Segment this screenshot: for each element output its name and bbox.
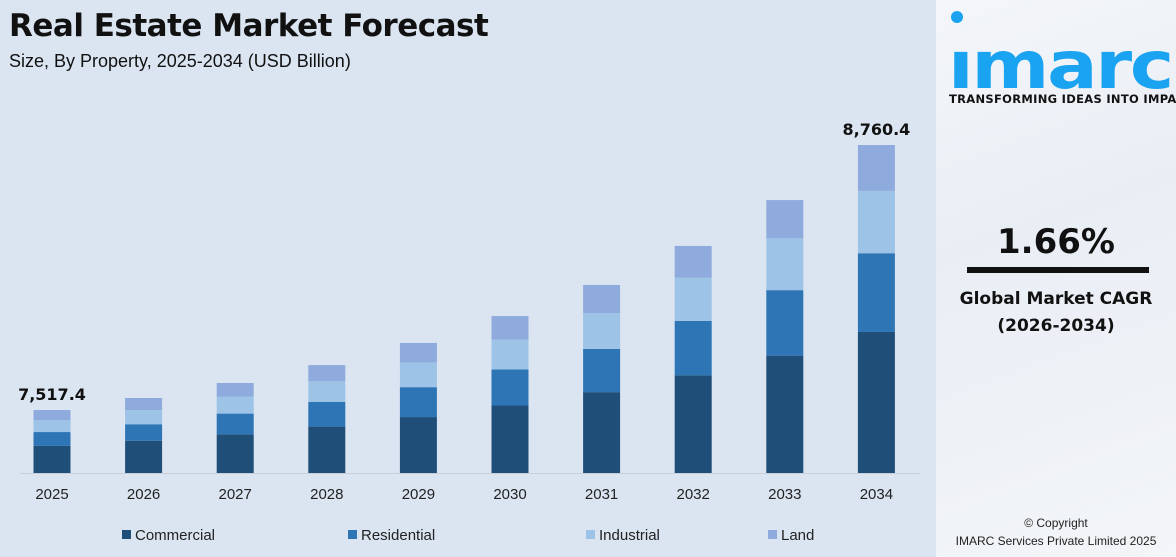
bar-segment-residential-2027	[216, 413, 254, 435]
bar-segment-residential-2030	[491, 369, 529, 406]
cagr-period: (2026-2034)	[997, 316, 1115, 336]
legend-label-industrial: Industrial	[599, 527, 660, 544]
bar-segment-land-2034	[857, 145, 895, 191]
bar-segment-industrial-2027	[216, 396, 254, 414]
bar-segment-residential-2029	[399, 387, 437, 418]
bar-segment-commercial-2028	[308, 426, 346, 473]
data-label-total: 7,517.4	[18, 385, 86, 404]
x-tick-label: 2027	[219, 486, 252, 503]
bar-segment-commercial-2032	[674, 375, 712, 473]
copyright-text: © Copyright	[1024, 516, 1088, 530]
bar-segment-residential-2031	[583, 348, 621, 393]
bar-segment-land-2027	[216, 383, 254, 397]
data-label-total: 8,760.4	[842, 120, 910, 139]
svg-text:ımarc: ımarc	[948, 27, 1172, 90]
bar-segment-industrial-2034	[857, 190, 895, 254]
bar-segment-residential-2028	[308, 401, 346, 427]
chart-panel: Real Estate Market Forecast Size, By Pro…	[9, 8, 920, 544]
chart-title: Real Estate Market Forecast	[9, 8, 489, 44]
bar-segment-commercial-2033	[766, 355, 804, 473]
logo-tagline: TRANSFORMING IDEAS INTO IMPACT	[949, 92, 1176, 106]
bar-segment-commercial-2034	[857, 331, 895, 473]
bar-segment-land-2031	[583, 284, 621, 314]
cagr-label: Global Market CAGR (2026-2034)	[936, 286, 1176, 340]
x-tick-label: 2030	[493, 486, 526, 503]
legend-label-land: Land	[781, 527, 814, 544]
legend-swatch-land	[768, 530, 777, 539]
x-tick-label: 2033	[768, 486, 801, 503]
x-tick-label: 2026	[127, 486, 160, 503]
bar-segment-commercial-2026	[125, 440, 163, 473]
bar-segment-industrial-2028	[308, 381, 346, 402]
x-tick-label: 2034	[860, 486, 893, 503]
bar-segment-land-2032	[674, 245, 712, 278]
bar-segment-residential-2026	[125, 424, 163, 441]
bar-segment-commercial-2030	[491, 405, 529, 473]
legend-label-residential: Residential	[361, 527, 435, 544]
info-panel: ımarc TRANSFORMING IDEAS INTO IMPACT 1.6…	[936, 0, 1176, 557]
stacked-bar-chart: 2025 7,517.4 2026 2027 2028 2029 2030 2031 2032 2…	[18, 120, 920, 544]
bar-segment-land-2029	[399, 342, 437, 363]
legend-label-commercial: Commercial	[135, 527, 215, 544]
bar-segment-residential-2032	[674, 320, 712, 376]
bar-segment-industrial-2032	[674, 277, 712, 321]
imarc-logo: ımarc	[948, 11, 1174, 90]
legend-swatch-industrial	[586, 530, 595, 539]
bar-segment-industrial-2029	[399, 362, 437, 388]
x-tick-label: 2029	[402, 486, 435, 503]
x-tick-label: 2028	[310, 486, 343, 503]
bar-segment-land-2026	[125, 397, 163, 410]
bar-segment-industrial-2030	[491, 339, 529, 370]
x-tick-label: 2025	[35, 486, 68, 503]
bar-segment-industrial-2031	[583, 313, 621, 349]
bar-segment-industrial-2026	[125, 409, 163, 425]
bar-segment-land-2030	[491, 316, 529, 340]
cagr-value: 1.66%	[997, 222, 1115, 262]
legend-swatch-commercial	[122, 530, 131, 539]
bar-segment-commercial-2029	[399, 417, 437, 473]
copyright-owner: IMARC Services Private Limited 2025	[955, 534, 1157, 548]
bar-segment-commercial-2025	[33, 445, 71, 473]
chart-subtitle: Size, By Property, 2025-2034 (USD Billio…	[9, 51, 351, 71]
bar-segment-commercial-2027	[216, 434, 254, 473]
bar-segment-residential-2033	[766, 290, 804, 356]
bar-segment-residential-2025	[33, 432, 71, 446]
cagr-label-text: Global Market CAGR	[959, 289, 1153, 309]
x-tick-label: 2031	[585, 486, 618, 503]
legend-swatch-residential	[348, 530, 357, 539]
bar-segment-industrial-2025	[33, 420, 71, 433]
bar-segment-land-2028	[308, 365, 346, 382]
bar-segment-residential-2034	[857, 253, 895, 332]
x-tick-label: 2032	[677, 486, 710, 503]
divider	[967, 267, 1149, 273]
bar-segment-industrial-2033	[766, 238, 804, 291]
copyright: © Copyright IMARC Services Private Limit…	[936, 514, 1176, 550]
bar-segment-commercial-2031	[583, 392, 621, 473]
bar-segment-land-2025	[33, 410, 71, 421]
bar-segment-land-2033	[766, 200, 804, 239]
